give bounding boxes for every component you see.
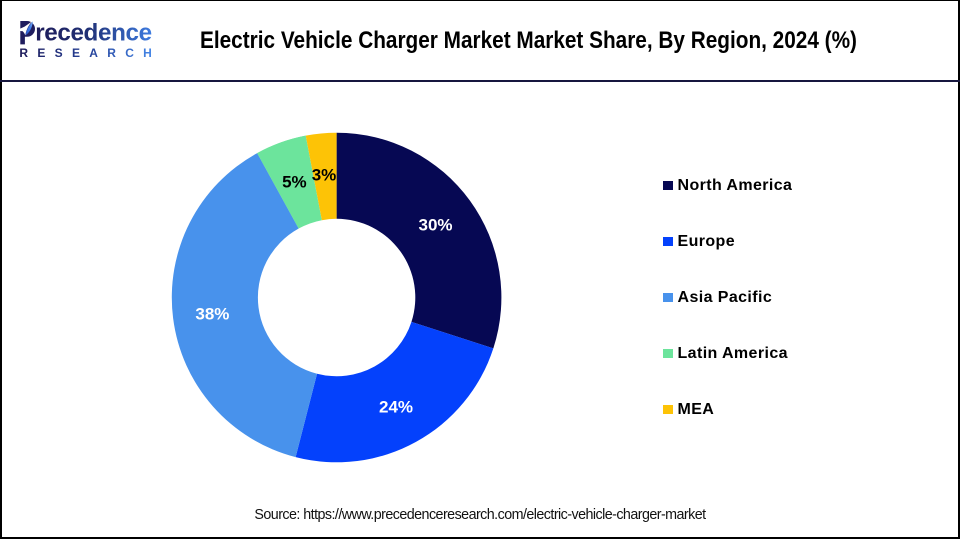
svg-text:RESEARCH: RESEARCH [19,46,161,60]
svg-text:recedence: recedence [35,20,152,47]
